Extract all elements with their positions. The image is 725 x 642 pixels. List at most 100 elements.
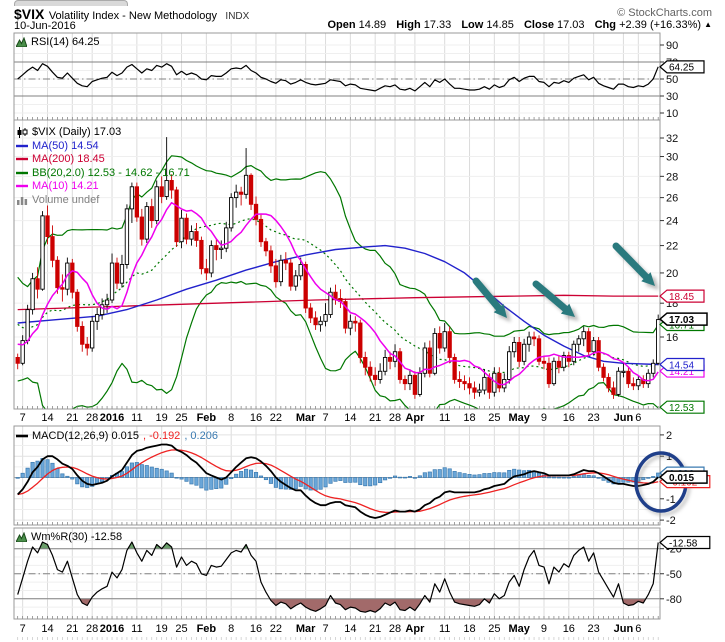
svg-text:2016: 2016 — [100, 623, 124, 635]
rsi-label: RSI(14) 64.25 — [31, 36, 100, 48]
svg-text:18.45: 18.45 — [669, 292, 694, 303]
svg-text:10: 10 — [666, 108, 678, 120]
svg-text:28: 28 — [389, 412, 401, 424]
svg-text:25: 25 — [488, 623, 500, 635]
svg-text:28: 28 — [86, 412, 98, 424]
low-label: Low — [461, 19, 484, 31]
svg-text:28: 28 — [666, 171, 678, 183]
macd-label-main: MACD(12,26,9) 0.015 — [32, 430, 139, 442]
svg-text:16: 16 — [250, 623, 262, 635]
svg-text:May: May — [508, 623, 530, 635]
price-value-callout — [659, 289, 705, 303]
trend-arrow-annotation — [532, 280, 575, 317]
svg-text:Feb: Feb — [197, 412, 217, 424]
price-panel — [13, 119, 664, 410]
svg-text:14.21: 14.21 — [669, 367, 694, 378]
legend-vix-label: $VIX (Daily) 17.03 — [32, 126, 122, 138]
chg-label: Chg — [594, 19, 616, 31]
svg-text:Mar: Mar — [296, 623, 316, 635]
svg-text:16: 16 — [563, 412, 575, 424]
svg-text:12.53: 12.53 — [669, 403, 694, 414]
svg-text:Feb: Feb — [197, 623, 217, 635]
legend-row-ma10: MA(10) 14.21 — [16, 180, 99, 192]
wmr-panel — [13, 527, 664, 640]
change-up-triangle-icon: ▲ — [704, 20, 712, 29]
macd-signal-value: , -0.192 — [143, 430, 181, 442]
legend-row-bb: BB(20,2.0) 12.53 - 14.62 - 16.71 — [16, 167, 190, 179]
svg-text:22: 22 — [666, 241, 678, 253]
svg-text:32: 32 — [666, 133, 678, 145]
close-value: 17.03 — [557, 19, 585, 31]
svg-text:64.25: 64.25 — [669, 63, 694, 74]
svg-text:26: 26 — [666, 193, 678, 205]
open-value: 14.89 — [358, 19, 387, 31]
title-line: $VIX Volatility Index - New Methodology … — [14, 6, 249, 24]
macd-legend: MACD(12,26,9) 0.015 , -0.192, 0.206 — [16, 430, 218, 442]
legend-ma10-label: MA(10) 14.21 — [32, 180, 99, 192]
line-swatch-icon — [16, 184, 28, 188]
svg-text:11: 11 — [439, 412, 450, 424]
volume-bars-icon — [17, 196, 28, 205]
legend-bb-label: BB(20,2.0) 12.53 - 14.62 - 16.71 — [32, 166, 190, 179]
macd-panel — [13, 425, 664, 526]
open-label: Open — [327, 19, 356, 31]
svg-text:25: 25 — [175, 623, 187, 635]
wmr-label: Wm%R(30) -12.58 — [31, 531, 123, 543]
svg-text:7: 7 — [322, 412, 328, 424]
legend-row-vix: $VIX (Daily) 17.03 — [16, 126, 121, 138]
svg-text:23: 23 — [588, 412, 600, 424]
svg-text:-80: -80 — [666, 594, 682, 606]
svg-text:-2: -2 — [666, 515, 676, 527]
svg-text:22: 22 — [270, 412, 282, 424]
high-label: High — [396, 19, 421, 31]
svg-text:7: 7 — [20, 623, 26, 635]
svg-text:16: 16 — [250, 412, 262, 424]
svg-text:11: 11 — [131, 412, 142, 424]
symbol-description: Volatility Index - New Methodology — [48, 10, 217, 22]
svg-text:19: 19 — [156, 623, 168, 635]
svg-text:9: 9 — [541, 623, 547, 635]
svg-text:21: 21 — [66, 412, 78, 424]
macd-hist-value: , 0.206 — [184, 430, 218, 442]
chg-value: +2.39 (+16.33%) — [619, 19, 702, 31]
svg-text:8: 8 — [228, 412, 234, 424]
svg-text:16: 16 — [666, 332, 678, 344]
legend-row-ma200: MA(200) 18.45 — [16, 153, 105, 165]
svg-text:24: 24 — [666, 216, 678, 228]
svg-text:-50: -50 — [666, 569, 682, 581]
trend-arrow-annotation — [472, 277, 507, 318]
svg-text:18: 18 — [463, 623, 475, 635]
svg-text:20: 20 — [666, 268, 678, 280]
svg-text:50: 50 — [666, 74, 678, 86]
macd-value-callout — [658, 470, 708, 484]
svg-text:16: 16 — [563, 623, 575, 635]
svg-text:Mar: Mar — [296, 412, 316, 424]
legend-volume-label: Volume undef — [32, 193, 100, 206]
copyright: © StockCharts.com — [617, 7, 712, 19]
high-value: 17.33 — [423, 19, 452, 31]
legend-row-ma50: MA(50) 14.54 — [16, 140, 99, 152]
svg-text:14: 14 — [344, 623, 356, 635]
svg-text:21: 21 — [66, 623, 78, 635]
svg-text:19: 19 — [156, 412, 168, 424]
svg-text:8: 8 — [228, 623, 234, 635]
svg-text:30: 30 — [666, 91, 678, 103]
svg-text:30: 30 — [666, 152, 678, 164]
symbol: $VIX — [14, 6, 45, 22]
legend-ma50-label: MA(50) 14.54 — [32, 139, 99, 152]
svg-text:28: 28 — [389, 623, 401, 635]
indicator-mountain-icon — [16, 532, 27, 542]
trend-arrow-annotation — [612, 242, 655, 286]
svg-text:14: 14 — [41, 412, 53, 424]
candlestick-icon — [17, 126, 28, 138]
svg-text:May: May — [508, 412, 530, 424]
price-value-callout — [659, 400, 705, 414]
svg-text:25: 25 — [175, 412, 187, 424]
svg-text:Jun: Jun — [614, 412, 634, 424]
svg-text:21: 21 — [369, 412, 381, 424]
rsi-value-callout — [659, 60, 705, 74]
svg-text:2: 2 — [666, 430, 672, 442]
svg-text:-12.58: -12.58 — [669, 538, 698, 549]
